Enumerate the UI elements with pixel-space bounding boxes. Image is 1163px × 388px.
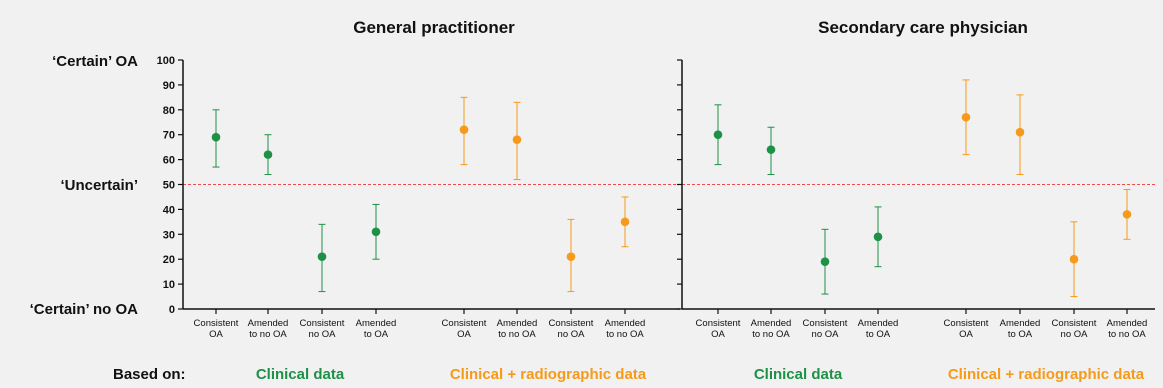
x-tick-label: to no OA bbox=[752, 329, 790, 340]
x-tick-label: Consistent bbox=[442, 318, 487, 329]
y-tick-label: 20 bbox=[163, 254, 175, 266]
footer-right-clinical: Clinical data bbox=[754, 366, 843, 383]
data-point bbox=[1069, 254, 1079, 264]
label-certain-oa: ‘Certain’ OA bbox=[52, 53, 138, 70]
footer-based-on: Based on: bbox=[113, 366, 186, 383]
y-tick-label: 10 bbox=[163, 279, 175, 291]
data-point bbox=[961, 112, 971, 122]
y-tick-label: 50 bbox=[163, 180, 175, 192]
x-tick-label: Consistent bbox=[1052, 318, 1097, 329]
x-tick-label: Amended bbox=[751, 318, 792, 329]
x-tick-label: Amended bbox=[248, 318, 289, 329]
data-point bbox=[263, 150, 273, 159]
panel-title: General practitioner bbox=[353, 18, 515, 37]
x-tick-label: Amended bbox=[497, 318, 538, 329]
y-tick-label: 0 bbox=[169, 304, 175, 316]
x-tick-label: Consistent bbox=[803, 318, 848, 329]
x-tick-label: to no OA bbox=[606, 329, 644, 340]
y-tick-label: 90 bbox=[163, 80, 175, 92]
data-point bbox=[820, 257, 830, 266]
x-tick-label: to no OA bbox=[1108, 329, 1146, 340]
x-tick-label: to OA bbox=[866, 329, 891, 340]
data-point bbox=[512, 135, 522, 144]
x-tick-label: Consistent bbox=[696, 318, 741, 329]
data-point bbox=[766, 145, 776, 154]
data-point bbox=[371, 227, 381, 237]
x-tick-label: Consistent bbox=[944, 318, 989, 329]
x-tick-label: OA bbox=[457, 329, 471, 340]
x-tick-label: Amended bbox=[356, 318, 397, 329]
label-certain-no-oa: ‘Certain’ no OA bbox=[30, 301, 139, 318]
data-point bbox=[713, 130, 723, 139]
x-tick-label: Amended bbox=[1000, 318, 1041, 329]
data-point bbox=[1015, 127, 1025, 137]
data-point bbox=[566, 252, 576, 262]
x-tick-label: Consistent bbox=[194, 318, 239, 329]
footer-right-radiographic: Clinical + radiographic data bbox=[948, 366, 1145, 383]
label-uncertain: ‘Uncertain’ bbox=[60, 177, 138, 194]
x-tick-label: Amended bbox=[605, 318, 646, 329]
panel-title: Secondary care physician bbox=[818, 18, 1028, 37]
x-tick-label: no OA bbox=[558, 329, 586, 340]
y-tick-label: 80 bbox=[163, 105, 175, 117]
y-tick-label: 30 bbox=[163, 229, 175, 241]
x-tick-label: no OA bbox=[309, 329, 337, 340]
x-tick-label: to no OA bbox=[498, 329, 536, 340]
data-point bbox=[317, 252, 327, 262]
x-tick-label: Consistent bbox=[549, 318, 594, 329]
x-tick-label: to OA bbox=[364, 329, 389, 340]
panel-2: Secondary care physicianConsistentOAAmen… bbox=[677, 18, 1155, 340]
x-tick-label: no OA bbox=[1061, 329, 1089, 340]
x-tick-label: Consistent bbox=[300, 318, 345, 329]
data-point bbox=[873, 232, 883, 242]
x-tick-label: Amended bbox=[1107, 318, 1148, 329]
x-tick-label: no OA bbox=[812, 329, 840, 340]
footer-left-clinical: Clinical data bbox=[256, 366, 345, 383]
x-tick-label: OA bbox=[209, 329, 223, 340]
y-tick-label: 60 bbox=[163, 155, 175, 167]
panel-1: General practitioner 0 10 20 30 40 50 60 70 80 90 1… bbox=[157, 18, 680, 340]
x-tick-label: to OA bbox=[1008, 329, 1033, 340]
y-tick-label: 100 bbox=[157, 55, 175, 67]
data-point bbox=[1122, 210, 1132, 219]
data-point bbox=[459, 125, 469, 135]
x-tick-label: to no OA bbox=[249, 329, 287, 340]
x-tick-label: OA bbox=[959, 329, 973, 340]
data-point bbox=[211, 132, 221, 142]
x-tick-label: OA bbox=[711, 329, 725, 340]
y-tick-label: 40 bbox=[163, 204, 175, 216]
x-tick-label: Amended bbox=[858, 318, 899, 329]
data-point bbox=[620, 217, 630, 227]
y-tick-label: 70 bbox=[163, 130, 175, 142]
footer-left-radiographic: Clinical + radiographic data bbox=[450, 366, 647, 383]
